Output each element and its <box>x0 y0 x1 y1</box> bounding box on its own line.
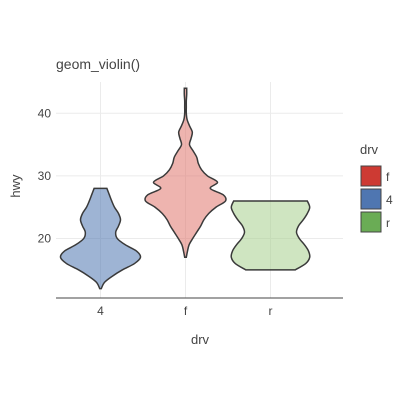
legend-swatch <box>360 165 382 187</box>
violin-r <box>230 200 311 271</box>
x-tick-label: r <box>269 304 273 318</box>
y-tick-label: 20 <box>38 232 52 246</box>
y-tick-label: 40 <box>38 106 52 120</box>
violin-f <box>144 87 227 259</box>
violin-4 <box>59 187 142 290</box>
legend-item-r[interactable]: r <box>360 211 390 233</box>
y-ticks: 20 30 40 <box>38 106 52 245</box>
chart-title: geom_violin() <box>56 56 140 72</box>
x-tick-label: f <box>184 304 188 318</box>
y-axis-title: hwy <box>8 174 23 198</box>
violins <box>59 87 311 290</box>
legend-item-4[interactable]: 4 <box>360 188 393 210</box>
legend-swatch <box>360 188 382 210</box>
y-tick-label: 30 <box>38 169 52 183</box>
legend-label: f <box>386 170 390 184</box>
legend-label: 4 <box>386 193 393 207</box>
legend-label: r <box>386 216 390 230</box>
legend-title: drv <box>360 142 379 157</box>
x-axis-title: drv <box>191 332 210 347</box>
legend-item-f[interactable]: f <box>360 165 390 187</box>
x-tick-label: 4 <box>97 304 104 318</box>
legend-swatch <box>360 211 382 233</box>
legend[interactable]: drv f 4 r <box>360 142 393 233</box>
x-ticks: 4 f r <box>97 304 272 318</box>
